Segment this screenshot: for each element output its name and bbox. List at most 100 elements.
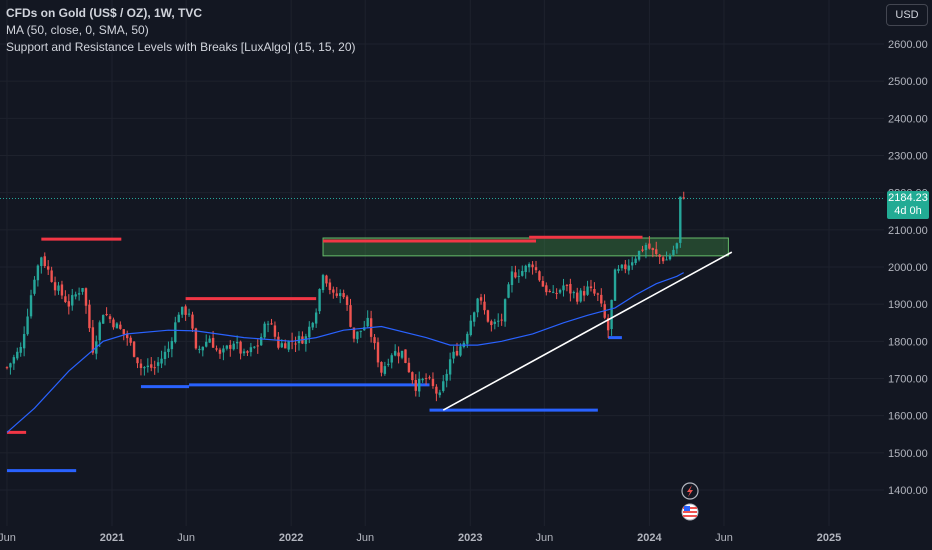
candle-body: [146, 365, 150, 368]
candle-body: [387, 363, 390, 365]
candle-body: [29, 295, 33, 317]
candle-body: [249, 347, 253, 353]
candle-body: [215, 348, 218, 350]
candle-body: [497, 320, 500, 322]
y-tick-label: 2100.00: [888, 225, 928, 237]
candle-body: [160, 358, 163, 364]
y-tick-label: 2500.00: [888, 76, 928, 88]
us-flag-icon[interactable]: [681, 503, 699, 521]
candle-body: [60, 284, 64, 296]
candlestick-series: [5, 191, 685, 402]
candle-body: [132, 341, 136, 357]
candle-body: [47, 266, 50, 270]
candle-body: [373, 337, 376, 344]
symbol-title[interactable]: CFDs on Gold (US$ / OZ), 1W, TVC: [6, 6, 203, 20]
candle-body: [411, 372, 414, 381]
currency-button[interactable]: USD: [886, 4, 928, 26]
candle-body: [321, 275, 325, 291]
candle-body: [150, 364, 153, 368]
candle-body: [606, 318, 610, 331]
candle-body: [335, 293, 338, 296]
y-tick-label: 1500.00: [888, 448, 928, 460]
candle-body: [187, 313, 191, 315]
candle-body: [418, 378, 421, 392]
candle-body: [655, 249, 658, 254]
candle-body: [325, 275, 328, 284]
candle-body: [648, 243, 651, 249]
candle-body: [201, 346, 204, 351]
candle-body: [531, 264, 534, 268]
ma-indicator-label[interactable]: MA (50, close, 0, SMA, 50): [6, 23, 149, 37]
candle-body: [675, 243, 679, 249]
candle-body: [589, 286, 593, 289]
candle-body: [572, 292, 576, 294]
candle-body: [246, 351, 249, 353]
candle-body: [548, 291, 551, 293]
x-tick-label: Jun: [0, 532, 16, 544]
candle-body: [534, 267, 538, 271]
candle-body: [569, 284, 572, 294]
candle-body: [493, 321, 496, 324]
event-icons[interactable]: [681, 482, 699, 521]
candle-body: [12, 357, 16, 364]
candle-body: [67, 301, 71, 307]
candle-body: [503, 299, 507, 322]
candle-body: [459, 346, 462, 356]
candle-body: [359, 330, 363, 332]
candle-body: [304, 336, 308, 344]
candle-body: [98, 322, 101, 341]
candle-body: [222, 348, 225, 353]
candle-body: [33, 279, 36, 294]
candle-body: [586, 286, 589, 295]
candle-body: [596, 293, 600, 295]
candle-body: [514, 272, 517, 278]
candle-body: [280, 343, 284, 348]
candle-body: [466, 333, 469, 344]
candle-body: [108, 316, 112, 320]
candle-body: [314, 312, 318, 324]
candle-body: [74, 294, 77, 297]
candle-body: [558, 290, 562, 293]
candle-body: [156, 362, 160, 366]
sr-indicator-label[interactable]: Support and Resistance Levels with Break…: [6, 40, 356, 54]
candle-body: [634, 258, 637, 264]
candle-body: [139, 363, 143, 368]
candle-body: [541, 280, 545, 287]
candle-body: [263, 323, 266, 338]
candle-body: [19, 346, 22, 353]
candle-body: [472, 312, 476, 322]
candle-body: [91, 327, 95, 353]
candle-body: [658, 254, 661, 257]
y-tick-label: 1400.00: [888, 485, 928, 497]
candle-body: [71, 295, 74, 306]
last-price-value: 2184.23: [888, 192, 928, 204]
candle-body: [115, 323, 119, 329]
candle-body: [610, 299, 613, 330]
candle-body: [421, 378, 424, 381]
candle-body: [555, 292, 558, 294]
candle-body: [376, 342, 380, 363]
candle-body: [88, 304, 91, 329]
candle-body: [163, 351, 167, 360]
candle-body: [77, 293, 81, 295]
candle-body: [225, 345, 229, 349]
candle-body: [136, 357, 139, 364]
y-tick-label: 2600.00: [888, 39, 928, 51]
candle-body: [64, 296, 67, 302]
candle-body: [229, 344, 232, 349]
lightning-icon[interactable]: [681, 482, 699, 500]
candle-body: [665, 259, 668, 261]
candle-body: [43, 256, 46, 267]
candle-body: [287, 341, 290, 350]
candle-body: [174, 322, 177, 343]
last-price-label: 2184.23 4d 0h: [887, 191, 929, 219]
candle-body: [153, 367, 156, 369]
candle-body: [428, 377, 431, 379]
candle-body: [438, 392, 442, 396]
candle-body: [16, 351, 19, 359]
candle-body: [476, 298, 479, 313]
candle-body: [593, 289, 596, 294]
candle-body: [284, 343, 287, 349]
candle-body: [129, 337, 132, 343]
